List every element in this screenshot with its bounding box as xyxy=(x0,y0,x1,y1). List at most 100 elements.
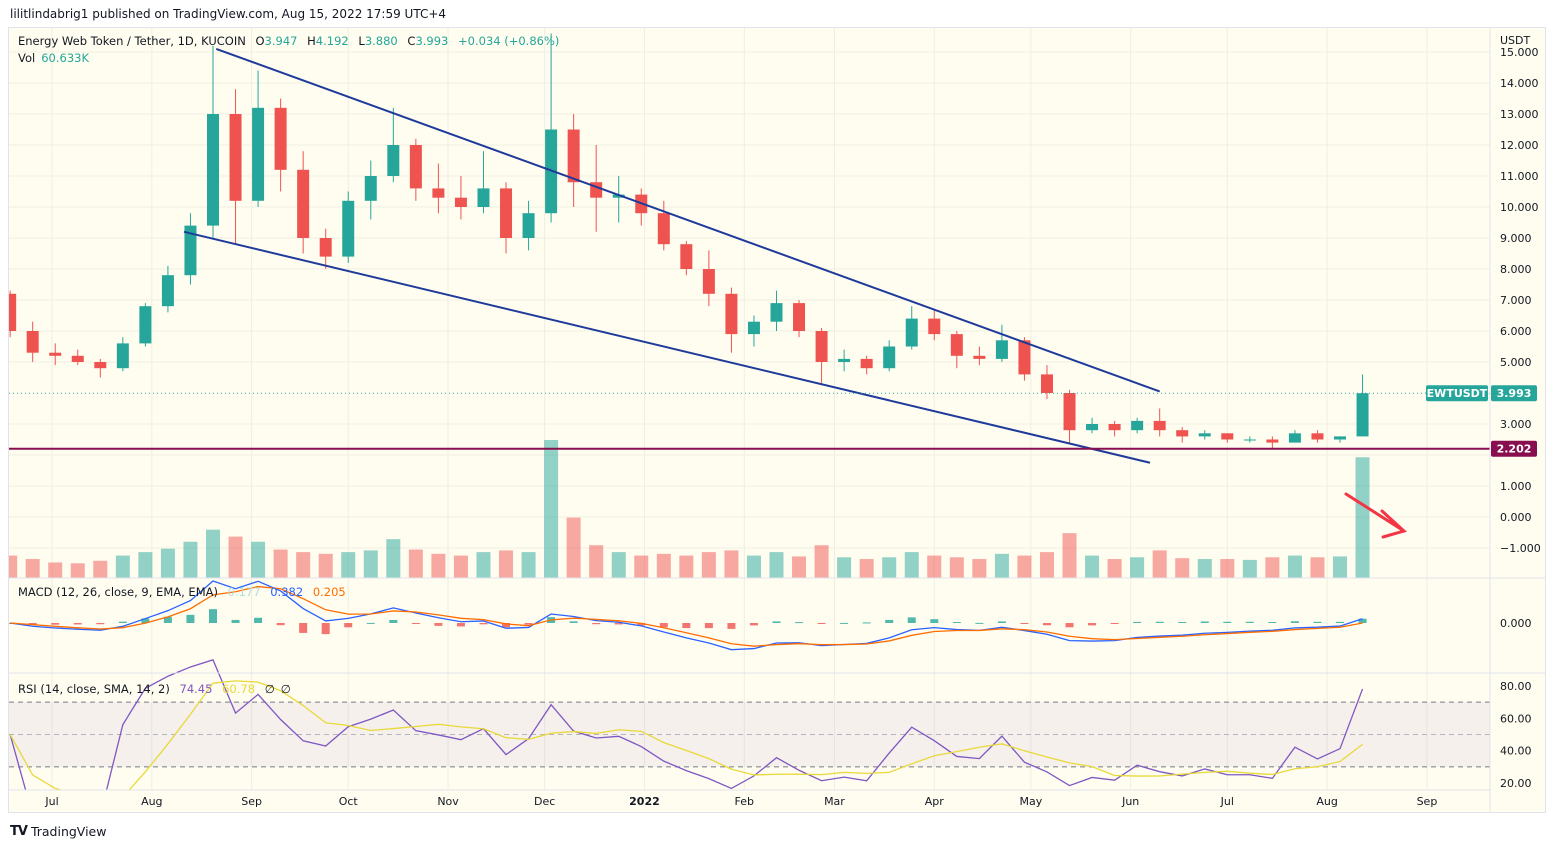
arrow-annotation xyxy=(1344,492,1408,539)
time-tick-label: Sep xyxy=(1417,795,1438,808)
candle-body xyxy=(432,188,445,198)
trendline xyxy=(215,47,1161,393)
rsi-legend: RSI (14, close, SMA, 14, 2) 74.45 60.78 … xyxy=(18,682,297,696)
volume-bar xyxy=(814,545,829,578)
support-price-badge xyxy=(1491,440,1537,457)
ohlc-open-value: 3.947 xyxy=(264,34,298,48)
candle-body xyxy=(860,358,873,369)
candle-body xyxy=(454,197,467,207)
volume-bar xyxy=(206,529,220,578)
macd-histogram-bar xyxy=(840,622,849,624)
macd-histogram-bar xyxy=(141,618,150,623)
macd-title[interactable]: MACD (12, 26, close, 9, EMA, EMA) xyxy=(18,585,218,599)
tradingview-logo[interactable]: 𝗧𝗩 TradingView xyxy=(10,824,106,839)
macd-histogram-bar xyxy=(231,619,240,623)
publish-info: lilitlindabrig1 published on TradingView… xyxy=(10,7,447,21)
candle-body xyxy=(1176,430,1189,437)
trendline xyxy=(183,230,1151,464)
candle-body xyxy=(1108,424,1121,431)
rsi-tick-label: 40.00 xyxy=(1500,745,1532,758)
macd-histogram-bar xyxy=(254,617,263,623)
volume-bar xyxy=(589,545,604,578)
volume-bar xyxy=(1265,557,1280,578)
volume-bar xyxy=(48,562,63,578)
plot-area xyxy=(9,28,1490,790)
candle-body xyxy=(161,275,174,307)
candle-body xyxy=(522,213,535,238)
macd-histogram-bar xyxy=(975,622,984,624)
volume-bar xyxy=(1333,556,1347,578)
volume-bar xyxy=(9,555,18,578)
volume-bar xyxy=(251,541,266,578)
macd-histogram-bar xyxy=(682,623,691,629)
time-tick-label: Oct xyxy=(339,795,359,808)
rsi-title[interactable]: RSI (14, close, SMA, 14, 2) xyxy=(18,682,170,696)
macd-histogram-bar xyxy=(862,622,871,624)
macd-histogram-bar xyxy=(118,621,127,623)
candle-body xyxy=(1221,433,1234,440)
time-tick-label: Feb xyxy=(735,795,754,808)
volume-bar xyxy=(679,555,694,578)
volume-bar xyxy=(499,550,514,578)
candle-body xyxy=(342,200,355,257)
ohlc-high-label: H xyxy=(307,34,316,48)
macd-histogram-bar xyxy=(772,621,781,623)
price-tick-label: 11.000 xyxy=(1500,170,1539,183)
ohlc-close-value: 3.993 xyxy=(415,34,449,48)
volume-bar xyxy=(927,555,942,578)
volume-bar xyxy=(724,550,739,578)
chart-frame[interactable] xyxy=(8,27,1546,813)
macd-histogram-bar xyxy=(321,623,330,635)
ohlc-high-value: 4.192 xyxy=(315,34,349,48)
ticker-badge xyxy=(1426,385,1488,402)
candle-body xyxy=(274,107,287,170)
macd-histogram-bar xyxy=(1223,621,1232,623)
candle-body xyxy=(1334,436,1346,440)
symbol-name[interactable]: Energy Web Token / Tether, 1D, KUCOIN xyxy=(18,34,246,48)
candle-body xyxy=(139,306,152,344)
candle-body xyxy=(995,340,1008,359)
volume-bar xyxy=(25,559,40,578)
volume-bar xyxy=(115,555,130,578)
macd-histogram-bar xyxy=(1088,623,1097,626)
price-tick-label: 12.000 xyxy=(1500,139,1539,152)
price-tick-label: 6.000 xyxy=(1500,325,1532,338)
macd-histogram-bar xyxy=(952,622,961,624)
volume-bar xyxy=(837,557,852,578)
volume-bar xyxy=(611,552,626,578)
time-tick-label: Jul xyxy=(44,795,58,808)
macd-histogram-bar xyxy=(659,623,668,628)
price-tick-label: 7.000 xyxy=(1500,294,1532,307)
symbol-legend: Energy Web Token / Tether, 1D, KUCOIN O3… xyxy=(18,34,565,48)
rsi-tick-label: 80.00 xyxy=(1500,680,1532,693)
candle-body xyxy=(815,331,828,362)
rsi-line xyxy=(9,659,1364,790)
price-tick-label: 13.000 xyxy=(1500,108,1539,121)
macd-histogram-bar xyxy=(411,623,420,625)
volume-bar xyxy=(904,552,919,578)
macd-histogram-bar xyxy=(51,623,60,625)
candle-body xyxy=(1198,433,1211,437)
candle-body xyxy=(1063,393,1076,431)
candle-body xyxy=(49,352,62,356)
last-price-badge xyxy=(1491,385,1537,402)
price-tick-label: 3.000 xyxy=(1500,418,1532,431)
candle-body xyxy=(702,269,715,294)
time-tick-label: Jun xyxy=(1121,795,1139,808)
candle-body xyxy=(1266,439,1279,443)
ohlc-low: L3.880 xyxy=(358,34,397,48)
volume-bar xyxy=(476,552,491,578)
macd-histogram-bar xyxy=(1290,621,1299,623)
volume-bar xyxy=(93,560,108,578)
price-tick-label: 14.000 xyxy=(1500,77,1539,90)
candle-body xyxy=(71,355,84,362)
macd-histogram-bar xyxy=(1110,623,1119,624)
macd-histogram-bar xyxy=(186,614,195,623)
time-tick-label: Dec xyxy=(534,795,555,808)
macd-histogram-bar xyxy=(907,617,916,623)
candle-body xyxy=(1356,393,1369,437)
volume-bar xyxy=(341,552,356,578)
ohlc-close-label: C xyxy=(407,34,416,48)
rsi-tick-label: 20.00 xyxy=(1500,777,1532,790)
